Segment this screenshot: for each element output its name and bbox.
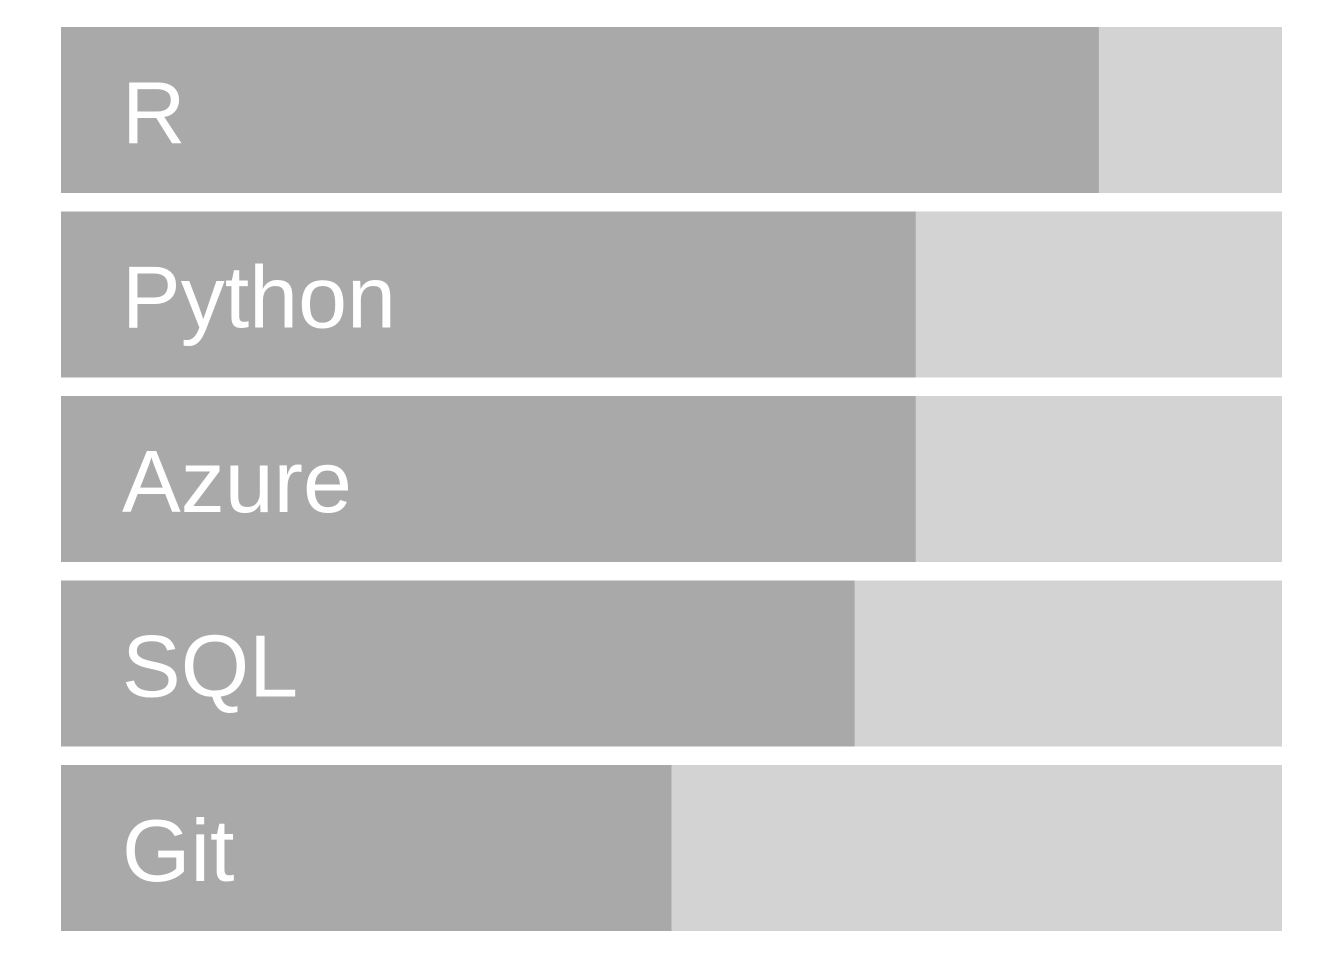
bar-label-python: Python (122, 248, 396, 347)
bar-r (61, 27, 1099, 193)
bar-azure (61, 396, 916, 562)
bar-label-azure: Azure (122, 432, 352, 531)
bar-row-azure: Azure (61, 396, 1282, 562)
bar-row-git: Git (61, 765, 1282, 931)
bar-python (61, 211, 916, 378)
bar-git (61, 765, 672, 931)
bar-row-r: R (61, 27, 1282, 193)
bar-label-git: Git (122, 801, 234, 900)
bar-label-r: R (122, 63, 186, 162)
bar-sql (61, 580, 855, 747)
bar-row-python: Python (61, 211, 1282, 378)
bar-row-sql: SQL (61, 580, 1282, 747)
bar-label-sql: SQL (122, 617, 298, 716)
